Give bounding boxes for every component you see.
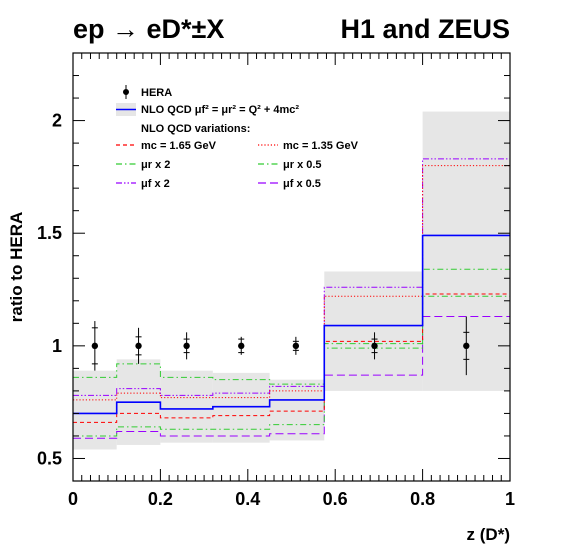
x-tick-label: 0 bbox=[68, 489, 78, 509]
series-line-mc-1-65-gev bbox=[73, 293, 510, 423]
series-line--r-x-2 bbox=[73, 268, 510, 385]
data-points bbox=[91, 316, 470, 376]
legend: HERA NLO QCD μf² = μr² = Q² + 4mc² NLO QCD… bbox=[116, 85, 359, 190]
series-line-nlo-qcd bbox=[73, 234, 510, 415]
legend-nlo-label: NLO QCD μf² = μr² = Q² + 4mc² bbox=[141, 104, 299, 116]
data-point-3 bbox=[238, 342, 245, 350]
y-tick-label: 2 bbox=[52, 111, 62, 131]
tick-labels: 0 0.2 0.4 0.6 0.8 1 0.5 1 1.5 2 bbox=[37, 111, 515, 509]
data-point-4 bbox=[292, 342, 300, 350]
y-tick-label: 0.5 bbox=[37, 448, 62, 468]
data-point-6 bbox=[463, 342, 470, 350]
x-tick-label: 0.4 bbox=[235, 489, 260, 509]
x-tick-label: 0.8 bbox=[410, 489, 435, 509]
chart-title-left: ep → eD*±X bbox=[73, 14, 224, 44]
series-line--f-x-2 bbox=[73, 158, 510, 396]
chart-title-right: H1 and ZEUS bbox=[340, 14, 510, 44]
x-axis-label: z (D*) bbox=[467, 525, 510, 544]
band-bin-4 bbox=[269, 379, 325, 441]
data-point-0 bbox=[91, 342, 99, 350]
legend-entry-1: mc = 1.35 GeV bbox=[283, 140, 359, 152]
series-line--r-x-0-5 bbox=[73, 295, 510, 437]
legend-entry-3: μr x 0.5 bbox=[283, 159, 322, 171]
x-tick-label: 0.2 bbox=[148, 489, 173, 509]
legend-variations-title: NLO QCD variations: bbox=[141, 123, 250, 135]
series-layer bbox=[73, 158, 510, 439]
band-bin-2 bbox=[160, 370, 213, 443]
series-line--f-x-0-5 bbox=[73, 316, 510, 439]
legend-entry-4: μf x 2 bbox=[141, 178, 170, 190]
data-point-2 bbox=[183, 342, 190, 350]
band-bin-3 bbox=[212, 372, 270, 443]
legend-hera-marker bbox=[123, 89, 129, 95]
legend-entry-5: μf x 0.5 bbox=[283, 178, 321, 190]
band-bin-0 bbox=[73, 370, 117, 450]
data-point-1 bbox=[135, 342, 142, 350]
y-tick-label: 1 bbox=[52, 336, 62, 356]
y-tick-label: 1.5 bbox=[37, 223, 62, 243]
data-point-5 bbox=[371, 342, 378, 350]
band-bin-5 bbox=[324, 271, 423, 391]
legend-entry-2: μr x 2 bbox=[141, 159, 170, 171]
legend-entry-0: mc = 1.65 GeV bbox=[141, 140, 217, 152]
legend-hera-label: HERA bbox=[141, 87, 172, 99]
x-tick-label: 0.6 bbox=[323, 489, 348, 509]
x-tick-label: 1 bbox=[505, 489, 515, 509]
y-axis-label: ratio to HERA bbox=[7, 212, 26, 323]
axis-ticks bbox=[72, 52, 511, 482]
